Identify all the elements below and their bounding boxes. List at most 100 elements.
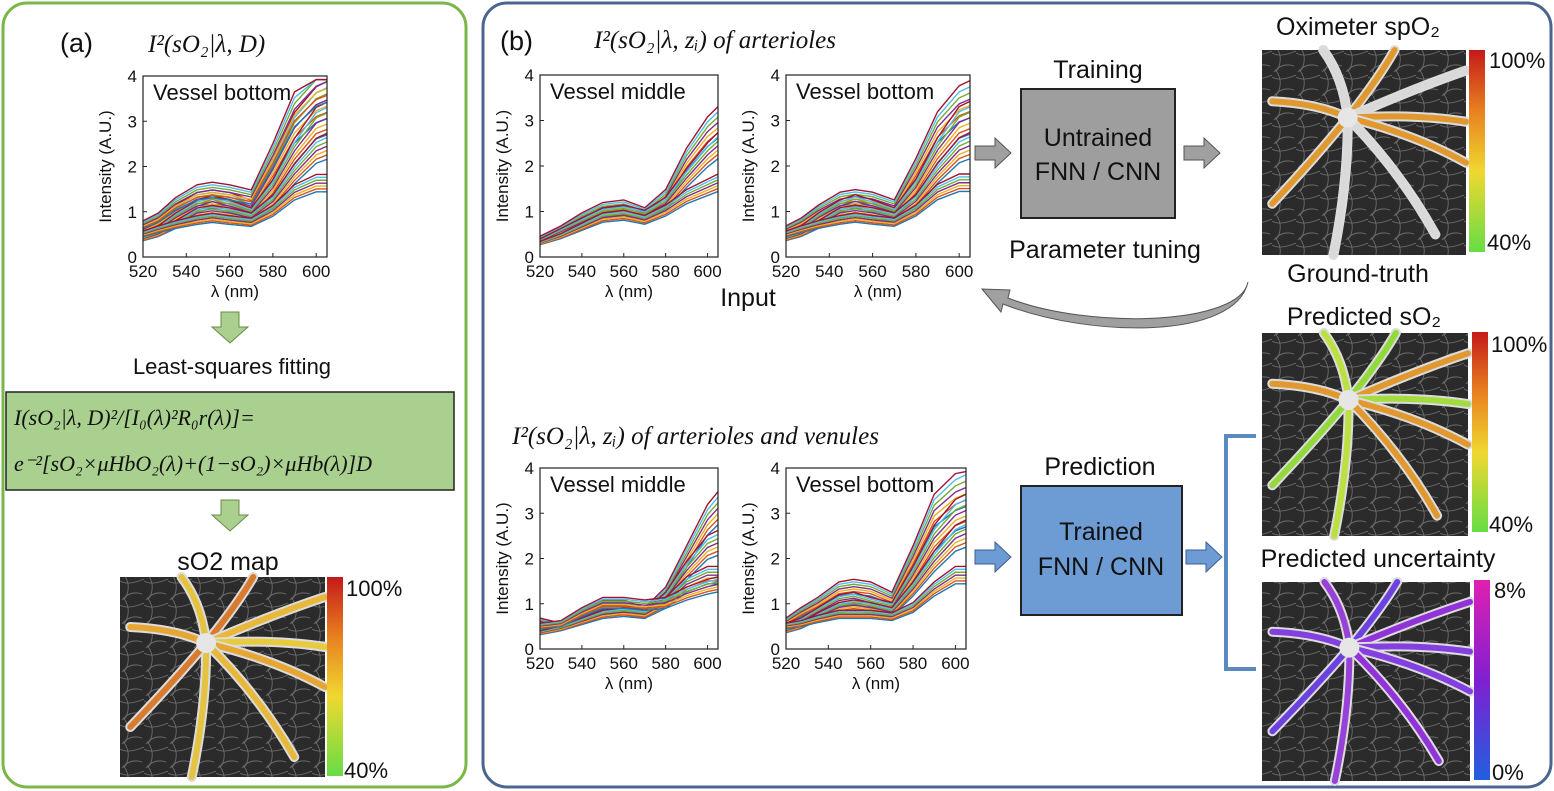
vessel (1269, 114, 1351, 207)
series-line (142, 173, 327, 232)
series-line (785, 571, 966, 626)
y-tick-label: 3 (525, 112, 534, 131)
x-tick-label: 560 (215, 262, 243, 281)
so2-map-image (120, 572, 330, 782)
series-line (539, 586, 719, 628)
predicted-so2-image (1262, 328, 1473, 541)
x-tick-label: 540 (568, 262, 596, 281)
series-line (785, 182, 970, 235)
y-tick-label: 2 (525, 157, 534, 176)
series-line (142, 78, 327, 223)
y-axis-label: Intensity (A.U.) (96, 110, 115, 222)
vessel (1345, 396, 1471, 448)
x-tick-label: 560 (610, 262, 638, 281)
y-tick-label: 1 (128, 203, 137, 222)
chart-b-top-middle: 0 1 2 3 4 520 540 560 580 600 Vessel middle λ (nm) I… (493, 66, 722, 301)
colorbar-b2 (1472, 332, 1488, 532)
vessel (1345, 350, 1471, 403)
x-axis-label: λ (nm) (605, 282, 653, 301)
series-line (142, 191, 327, 238)
series-line (785, 486, 967, 622)
series-line (785, 86, 971, 228)
x-tick-label: 580 (651, 262, 679, 281)
x-tick-label: 580 (651, 654, 679, 673)
chart-b-bottom-bottom: 0 1 2 3 4 520 540 560 580 600 Vessel bottom λ (nm) I… (739, 459, 970, 693)
series-line (539, 571, 718, 633)
x-tick-label: 600 (693, 654, 721, 673)
series-line (785, 173, 970, 232)
curved-feedback-arrow-icon (980, 281, 1249, 329)
optic-disc (196, 633, 217, 653)
formula-line-1: I(sO₂|λ, D)²/[I₀(λ)²R₀r(λ)]= (13, 405, 255, 430)
y-tick-label: 1 (771, 595, 780, 614)
colorbar-a-bottom: 40% (344, 758, 388, 783)
x-tick-label: 520 (772, 654, 800, 673)
series-line (539, 187, 719, 245)
series-line (785, 574, 966, 627)
series-line (785, 176, 970, 233)
y-tick-label: 4 (128, 67, 137, 86)
colorbar-b2-bottom: 40% (1489, 512, 1533, 537)
panel-b-top-title: I²(sO₂|λ, zᵢ) of arterioles (593, 27, 836, 54)
predicted-uncertainty-image (1262, 577, 1475, 786)
x-tick-label: 520 (526, 654, 554, 673)
series-line (785, 111, 971, 234)
series-line (785, 504, 967, 626)
series-line (539, 185, 719, 245)
series-line (539, 182, 719, 244)
y-axis-label: Intensity (A.U.) (739, 110, 758, 222)
series-line (539, 568, 718, 633)
series-line (142, 78, 327, 225)
y-tick-label: 0 (525, 248, 534, 267)
series-line (539, 132, 719, 240)
vessel (1344, 114, 1439, 238)
series-line (539, 576, 719, 624)
chart-title: Vessel middle (550, 472, 686, 497)
input-label: Input (720, 284, 776, 312)
x-tick-label: 600 (302, 262, 330, 281)
series-line (142, 87, 328, 227)
series-line (785, 187, 970, 237)
vessel (127, 640, 210, 730)
trained-box (1020, 485, 1183, 616)
vessel (203, 640, 328, 690)
colorbar-b3 (1474, 580, 1490, 780)
series-line (539, 574, 718, 634)
x-tick-label: 560 (610, 654, 638, 673)
untrained-box (1020, 88, 1176, 219)
series-line (785, 577, 966, 628)
vessel (1346, 598, 1473, 651)
y-tick-label: 3 (771, 112, 780, 131)
x-tick-label: 540 (814, 654, 842, 673)
x-tick-label: 540 (568, 654, 596, 673)
y-tick-label: 0 (525, 640, 534, 659)
series-line (142, 182, 327, 235)
x-tick-label: 580 (259, 262, 287, 281)
y-tick-label: 4 (771, 66, 780, 85)
x-tick-label: 520 (526, 262, 554, 281)
series-line (785, 480, 967, 621)
vessel (1269, 644, 1353, 735)
y-tick-label: 4 (771, 459, 780, 478)
oximeter-title: Oximeter spO₂ (1276, 13, 1440, 41)
series-line (785, 580, 966, 629)
vessel (1331, 396, 1352, 539)
vessel (1345, 396, 1441, 519)
series-line (142, 117, 328, 235)
x-tick-label: 600 (693, 262, 721, 281)
panel-a-frame (1, 1, 468, 789)
x-tick-label: 560 (858, 262, 886, 281)
y-tick-label: 0 (771, 640, 780, 659)
optic-disc (1337, 107, 1358, 128)
predicted-so2-title: Predicted sO₂ (1287, 303, 1441, 331)
series-line (142, 188, 327, 237)
series-line (539, 588, 719, 629)
vessel (1344, 67, 1469, 121)
chart-a-vessel-bottom: 0 1 2 3 4 520 540 560 580 600 Vessel bottom λ (nm) I… (96, 67, 330, 301)
trained-line-2: FNN / CNN (1038, 553, 1164, 581)
bracket (1224, 434, 1256, 671)
panel-a-label: (a) (60, 28, 93, 58)
series-line (539, 578, 719, 625)
chart-title: Vessel middle (550, 79, 686, 104)
